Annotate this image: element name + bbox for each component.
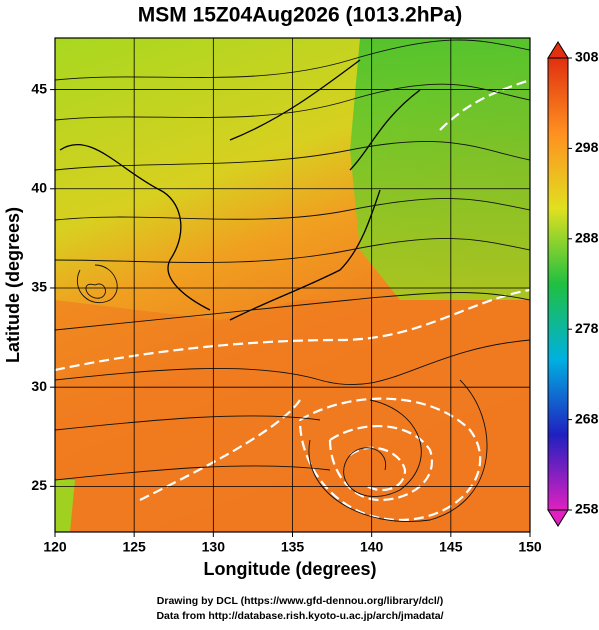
colorbar-tick-label: 258: [575, 501, 599, 517]
y-tick-label: 30: [31, 378, 47, 394]
x-tick-label: 125: [122, 539, 146, 555]
streamlines: [55, 39, 530, 522]
y-tick-label: 40: [31, 179, 47, 195]
y-tick-label: 45: [31, 80, 47, 96]
x-tick-label: 140: [360, 539, 384, 555]
colorbar-extend: [547, 41, 569, 59]
x-tick-label: 135: [281, 539, 305, 555]
colorbar-tick-label: 298: [575, 139, 599, 155]
x-tick-label: 150: [518, 539, 542, 555]
chart-title: MSM 15Z04Aug2026 (1013.2hPa): [138, 4, 462, 27]
x-axis-label: Longitude (degrees): [203, 559, 376, 579]
footer: Drawing by DCL (https://www.gfd-dennou.o…: [157, 595, 443, 607]
colorbar-extend: [547, 509, 569, 527]
colorbar: [547, 57, 569, 511]
x-tick-label: 130: [202, 539, 226, 555]
colorbar-tick-label: 278: [575, 320, 599, 336]
footer: Data from http://database.rish.kyoto-u.a…: [156, 610, 443, 622]
colorbar-tick-label: 308: [575, 49, 599, 65]
colorbar-tick-label: 268: [575, 410, 599, 426]
x-tick-label: 145: [439, 539, 463, 555]
colorbar-tick-label: 288: [575, 230, 599, 246]
y-axis-label: Latitude (degrees): [3, 207, 23, 363]
x-tick-label: 120: [43, 539, 67, 555]
y-tick-label: 35: [31, 279, 47, 295]
y-tick-label: 25: [31, 477, 47, 493]
